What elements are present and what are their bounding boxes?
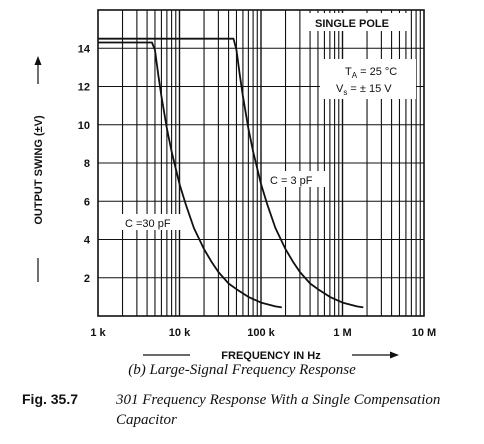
grid [98, 10, 424, 316]
y-axis-label-group: OUTPUT SWING (±V) [33, 56, 45, 282]
x-tick-label: 1 M [333, 327, 351, 339]
y-tick-label: 10 [78, 120, 90, 132]
y-tick-label: 12 [78, 82, 90, 94]
series-line-c30pf [98, 41, 282, 309]
series-label-c3: C = 3 pF [270, 175, 313, 187]
figure-number: Fig. 35.7 [22, 391, 79, 407]
c3-label-bg [266, 171, 328, 187]
plot-frame [97, 9, 425, 317]
series-label-c30: C =30 pF [125, 218, 171, 230]
y-tick-label: 8 [84, 158, 90, 170]
x-tick-label: 10 M [412, 327, 436, 339]
x-axis-label: FREQUENCY IN Hz [221, 350, 321, 362]
figure-caption: 301 Frequency Response With a Single Com… [116, 392, 441, 428]
series-group [98, 37, 364, 309]
x-tick-label: 1 k [90, 327, 106, 339]
y-tick-label: 14 [78, 43, 91, 55]
y-tick-label: 6 [84, 196, 90, 208]
single-pole-bg [308, 13, 408, 31]
x-tick-labels: 1 k 10 k 100 k 1 M 10 M [90, 327, 436, 339]
y-tick-labels: 2 4 6 8 10 12 14 [78, 43, 91, 285]
x-axis-arrow-icon [390, 351, 399, 359]
annotation-vs: Vs = ± 15 V [336, 83, 392, 97]
y-axis-arrow-icon [34, 56, 42, 65]
c30-label-bg [122, 214, 186, 230]
annotation-single-pole: SINGLE POLE [315, 18, 389, 30]
y-axis-label: OUTPUT SWING (±V) [33, 115, 45, 225]
series-line-c3pf [98, 37, 364, 309]
x-tick-label: 10 k [169, 327, 191, 339]
x-axis-label-group: FREQUENCY IN Hz [143, 350, 399, 362]
annotation-ta: TA = 25 °C [345, 66, 397, 80]
y-tick-label: 2 [84, 273, 90, 285]
conditions-bg [320, 59, 416, 99]
chart-subcaption: (b) Large-Signal Frequency Response [128, 362, 356, 378]
x-tick-label: 100 k [247, 327, 275, 339]
y-tick-label: 4 [84, 235, 91, 247]
